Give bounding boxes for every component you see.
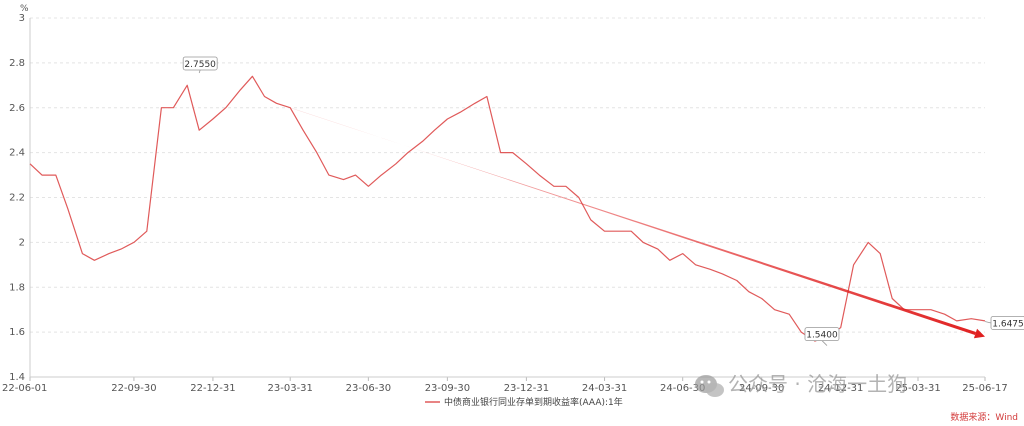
y-tick-label: 2.6 [9, 103, 25, 114]
annotation-leader [821, 340, 828, 346]
annotation-label: 2.7550 [184, 60, 216, 70]
x-tick-label: 23-09-30 [425, 383, 470, 394]
annotation-box [804, 327, 840, 341]
grid [30, 17, 985, 333]
series-line [29, 75, 986, 342]
x-tick-label: 22-09-30 [111, 383, 156, 394]
x-tick-label: 24-12-31 [818, 383, 863, 394]
annotation-label: 1.5400 [806, 331, 838, 341]
data-source: 数据来源：Wind [950, 411, 1018, 423]
y-tick-label: 1.8 [9, 282, 25, 293]
y-tick-label: 2 [19, 237, 25, 248]
y-axis-unit: % [20, 4, 29, 14]
y-tick-label: 2.4 [9, 148, 25, 159]
x-tick-label: 22-12-31 [190, 383, 235, 394]
y-tick-label: 1.6 [9, 327, 25, 338]
watermark-text: 公众号 · 沧海一土狗 [728, 372, 907, 396]
annotations: 2.7550 1.5400 1.6475 [182, 56, 1024, 346]
wechat-icon [695, 375, 724, 397]
y-tick-label: 2.2 [9, 193, 25, 204]
x-tick-label: 23-03-31 [268, 383, 313, 394]
annotation-box [990, 316, 1024, 330]
y-tick-label: 3 [19, 13, 25, 24]
x-tick-label: 24-09-30 [739, 383, 784, 394]
x-tick-label: 23-06-30 [346, 383, 391, 394]
x-tick-label: 24-03-31 [582, 383, 627, 394]
watermark: 公众号 · 沧海一土狗 [695, 372, 907, 397]
trend-arrow [290, 107, 985, 339]
legend[interactable]: 中债商业银行同业存单到期收益率(AAA):1年 [425, 396, 623, 408]
x-tick-label: 23-12-31 [504, 383, 549, 394]
annotation-leader [984, 321, 992, 324]
annotation-label: 1.6475 [992, 319, 1024, 329]
legend-label: 中债商业银行同业存单到期收益率(AAA):1年 [444, 396, 623, 408]
x-tick-label: 24-06-30 [660, 383, 705, 394]
trend-arrow-head [973, 328, 985, 339]
trend-arrow-line [290, 107, 977, 336]
x-tick-label: 22-06-01 [2, 383, 47, 394]
y-tick-label: 2.8 [9, 58, 25, 69]
x-axis-ticks: 22-06-01 22-09-30 22-12-31 23-03-31 23-06-30… [2, 377, 1008, 394]
annotation-box [182, 56, 218, 71]
x-tick-label: 25-06-17 [962, 383, 1007, 394]
y-tick-label: 1.4 [9, 372, 25, 383]
x-tick-label: 25-03-31 [895, 383, 940, 394]
y-axis-ticks: 1.4 1.6 1.8 2 2.2 2.4 2.6 2.8 3 [9, 13, 25, 383]
annotation-leader [198, 69, 201, 74]
series [29, 75, 986, 342]
